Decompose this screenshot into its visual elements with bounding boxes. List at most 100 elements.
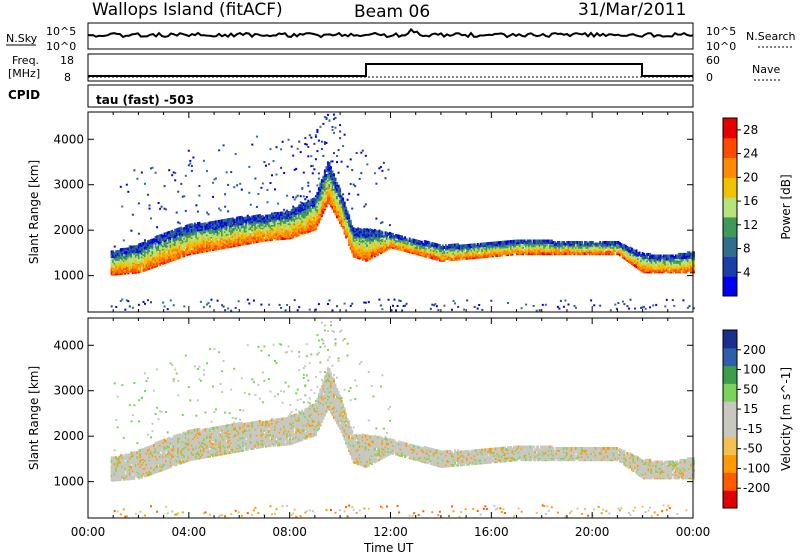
echo-cell — [370, 244, 373, 248]
echo-cell — [116, 251, 119, 255]
echo-cell — [438, 255, 441, 259]
echo-cell — [357, 245, 360, 248]
echo-cell — [136, 261, 139, 264]
echo-cell — [159, 245, 162, 249]
echo-cell — [564, 252, 567, 256]
echo-cell — [386, 239, 388, 243]
echo-cell — [222, 228, 225, 232]
echo-cell — [661, 268, 664, 272]
echo-cell — [130, 247, 133, 251]
echo-cell — [159, 251, 162, 255]
echo-cell — [685, 267, 688, 271]
echo-cell — [142, 251, 145, 255]
echo-cell — [664, 305, 667, 308]
echo-cell — [113, 269, 116, 273]
echo-cell — [187, 236, 190, 240]
echo-cell — [140, 242, 143, 246]
echo-cell — [266, 216, 269, 220]
echo-cell — [140, 171, 143, 174]
echo-cell — [384, 245, 387, 249]
echo-cell — [345, 229, 348, 232]
echo-cell — [494, 246, 497, 250]
echo-cell — [334, 179, 337, 183]
echo-cell — [175, 229, 178, 233]
echo-cell — [314, 135, 317, 138]
echo-cell — [299, 221, 302, 225]
echo-cell — [446, 252, 449, 256]
echo-cell — [281, 221, 284, 225]
echo-cell — [662, 254, 665, 258]
echo-cell — [683, 267, 686, 271]
echo-cell — [389, 224, 391, 227]
echo-cell — [446, 256, 449, 260]
echo-cell — [485, 248, 488, 252]
echo-cell — [184, 242, 187, 246]
echo-cell — [237, 235, 240, 239]
echo-cell — [242, 234, 245, 238]
echo-cell — [623, 247, 626, 250]
echo-cell — [334, 177, 337, 181]
echo-cell — [227, 229, 230, 233]
echo-cell — [457, 256, 460, 259]
echo-cell — [286, 222, 289, 226]
echo-cell — [305, 211, 308, 215]
echo-cell — [186, 251, 189, 255]
echo-cell — [278, 221, 281, 225]
echo-cell — [252, 221, 255, 225]
echo-cell — [346, 165, 349, 168]
echo-cell — [110, 267, 113, 271]
echo-cell — [476, 243, 479, 246]
echo-cell — [322, 175, 325, 179]
echo-cell — [222, 246, 225, 250]
echo-cell — [615, 250, 618, 254]
echo-cell — [387, 242, 390, 246]
echo-cell — [160, 234, 163, 237]
echo-cell — [556, 241, 559, 244]
echo-cell — [487, 246, 490, 250]
echo-cell — [134, 265, 137, 269]
echo-cell — [357, 240, 360, 244]
echo-cell — [328, 166, 331, 170]
echo-cell — [500, 252, 503, 255]
echo-cell — [245, 216, 248, 220]
echo-cell — [287, 138, 290, 141]
echo-cell — [115, 251, 118, 255]
echo-cell — [269, 148, 272, 151]
echo-cell — [387, 237, 390, 241]
echo-cell — [337, 186, 340, 190]
echo-cell — [183, 252, 186, 256]
echo-cell — [177, 221, 180, 224]
echo-cell — [169, 244, 172, 248]
echo-cell — [168, 253, 171, 257]
echo-cell — [251, 229, 254, 233]
echo-cell — [649, 267, 652, 271]
echo-cell — [139, 249, 142, 253]
echo-cell — [265, 238, 267, 242]
echo-cell — [198, 244, 201, 248]
echo-cell — [540, 239, 543, 243]
echo-cell — [523, 250, 526, 254]
echo-cell — [617, 245, 620, 249]
echo-cell — [496, 249, 499, 253]
echo-cell — [578, 245, 580, 249]
echo-cell — [390, 232, 393, 236]
echo-cell — [125, 269, 128, 273]
echo-cell — [500, 248, 503, 252]
echo-cell — [192, 238, 195, 242]
echo-cell — [128, 255, 131, 259]
echo-cell — [637, 260, 639, 263]
echo-cell — [110, 264, 113, 268]
echo-cell — [612, 249, 615, 252]
freq-unit-label: [MHz] — [8, 67, 40, 80]
echo-cell — [349, 226, 352, 230]
echo-cell — [446, 255, 449, 259]
echo-cell — [322, 210, 325, 214]
echo-cell — [110, 263, 113, 267]
echo-cell — [118, 270, 121, 274]
echo-cell — [395, 246, 397, 250]
echo-cell — [626, 257, 629, 261]
echo-cell — [366, 237, 369, 241]
echo-cell — [186, 240, 189, 244]
echo-cell — [441, 249, 444, 253]
echo-cell — [449, 243, 452, 247]
